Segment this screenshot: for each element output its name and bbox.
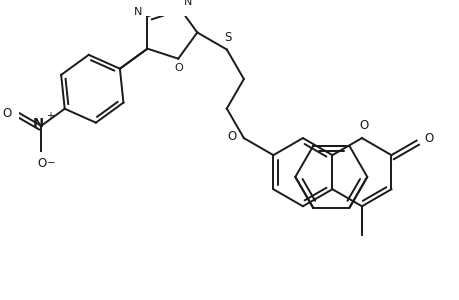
Text: O: O [38,157,47,170]
Text: N: N [134,8,142,17]
Text: O: O [2,106,11,119]
Text: N: N [33,117,44,130]
Text: O: O [358,119,368,132]
Text: −: − [46,158,55,168]
Text: O: O [423,132,432,145]
Text: +: + [46,111,54,121]
Text: S: S [224,31,231,44]
Text: O: O [174,63,183,73]
Text: N: N [183,0,191,8]
Text: O: O [226,130,235,143]
